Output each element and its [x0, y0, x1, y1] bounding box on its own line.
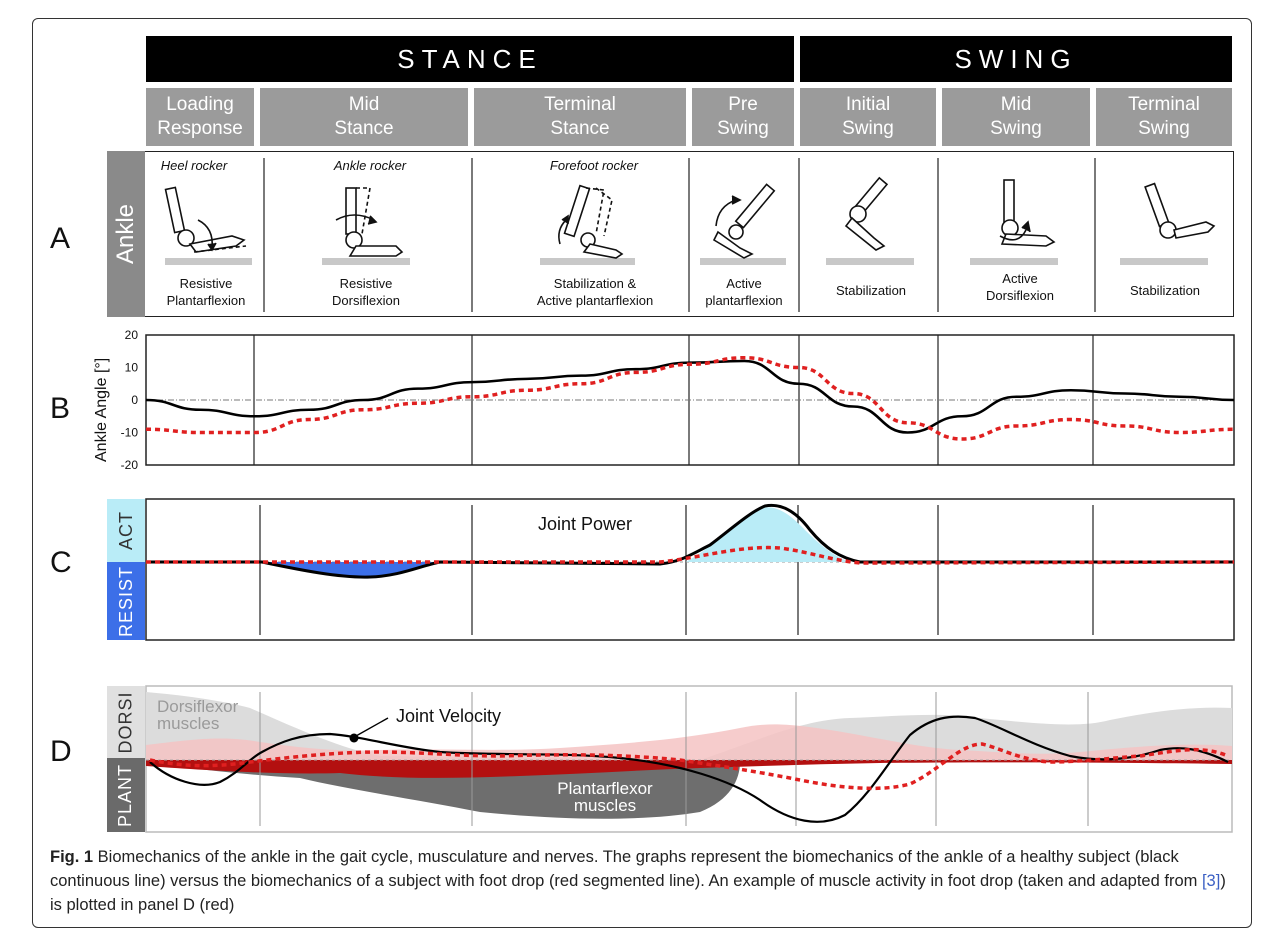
footdrop-velocity-line — [149, 742, 1229, 791]
panel-b-letter: B — [50, 392, 71, 425]
panel-c-letter: C — [50, 546, 72, 579]
forefoot-rocker-icon — [558, 184, 624, 259]
swing-header: SWING — [800, 36, 1232, 82]
dorsiflexor-muscles-text: Dorsiflexor muscles — [157, 697, 239, 733]
figure-caption: Fig. 1 Biomechanics of the ankle in the … — [50, 845, 1230, 917]
ground-bar — [700, 258, 786, 265]
subphase-mid-stance: Mid Stance — [260, 88, 468, 146]
footdrop-dorsi-activity — [146, 724, 1232, 760]
stance-header: STANCE — [146, 36, 794, 82]
panel-d-letter: D — [50, 735, 72, 768]
y-tick-label: 10 — [125, 361, 139, 375]
ankle-rocker-icon — [335, 187, 404, 257]
joint-velocity-title: Joint Velocity — [396, 706, 501, 726]
ankle-side-label: Ankle — [107, 151, 145, 317]
footdrop-power-line — [146, 545, 1235, 565]
footdrop-plant-activity — [146, 760, 1232, 778]
ankle-rocker-label: Ankle rocker — [333, 158, 407, 173]
caption-text-before: Biomechanics of the ankle in the gait cy… — [50, 848, 1202, 890]
terminal-swing-icon — [1144, 182, 1216, 239]
act-side-label: ACT — [107, 499, 145, 562]
subphase-pre-swing: Pre Swing — [692, 88, 794, 146]
subphase-mid-swing: Mid Swing — [942, 88, 1090, 146]
forefoot-rocker-label: Forefoot rocker — [549, 158, 639, 173]
ground-bar — [970, 258, 1058, 265]
heel-rocker-label: Heel rocker — [160, 158, 228, 173]
y-tick-label: -20 — [121, 458, 139, 472]
ground-bar — [165, 258, 252, 265]
footdrop-angle-line — [145, 355, 1235, 441]
resist-side-label: RESIST — [107, 562, 145, 640]
plant-side-label: PLANT — [107, 758, 145, 832]
function-stabilization-2: Stabilization — [1129, 283, 1201, 298]
panel-a-letter: A — [50, 222, 71, 255]
caption-reference-link[interactable]: [3] — [1201, 872, 1221, 890]
function-active-dorsiflexion: Active Dorsiflexion — [986, 271, 1054, 303]
ground-bar — [540, 258, 635, 265]
heel-rocker-icon — [164, 186, 247, 253]
dorsiflexor-muscle-area — [146, 692, 1232, 760]
subphase-terminal-swing: Terminal Swing — [1096, 88, 1232, 146]
active-area — [686, 507, 850, 562]
y-tick-label: 0 — [131, 393, 138, 407]
mid-swing-icon — [999, 179, 1056, 247]
joint-power-title: Joint Power — [538, 514, 632, 534]
y-tick-label: 20 — [125, 328, 139, 342]
ground-bar — [1120, 258, 1208, 265]
caption-fig-label: Fig. 1 — [50, 848, 94, 866]
ground-bar — [826, 258, 914, 265]
function-active-plantarflexion: Active plantarflexion — [705, 276, 783, 308]
healthy-velocity-line — [149, 715, 1229, 823]
function-resistive-plantarflexion: Resistive Plantarflexion — [166, 276, 246, 308]
subphase-terminal-stance: Terminal Stance — [474, 88, 686, 146]
chart-frame — [145, 498, 1235, 641]
function-resistive-dorsiflexion: Resistive Dorsiflexion — [332, 276, 400, 308]
initial-swing-icon — [844, 176, 889, 251]
dorsi-side-label: DORSI — [107, 686, 145, 758]
y-tick-label: -10 — [121, 426, 139, 440]
pre-swing-icon — [712, 183, 776, 259]
plantarflexor-muscles-text: Plantarflexor muscles — [557, 779, 653, 815]
function-stabilization-1: Stabilization — [835, 283, 907, 298]
ground-bar — [322, 258, 410, 265]
subphase-initial-swing: Initial Swing — [800, 88, 936, 146]
y-axis-label: Ankle Angle [°] — [93, 358, 110, 462]
velocity-pointer — [355, 717, 389, 737]
healthy-power-line — [146, 503, 1234, 579]
function-stabilization-active: Stabilization & Active plantarflexion — [536, 276, 654, 308]
subphase-loading-response: Loading Response — [146, 88, 254, 146]
caption-text-after: ) is plotted in panel D (red) — [50, 872, 1226, 914]
plantarflexor-muscle-area — [146, 762, 740, 819]
